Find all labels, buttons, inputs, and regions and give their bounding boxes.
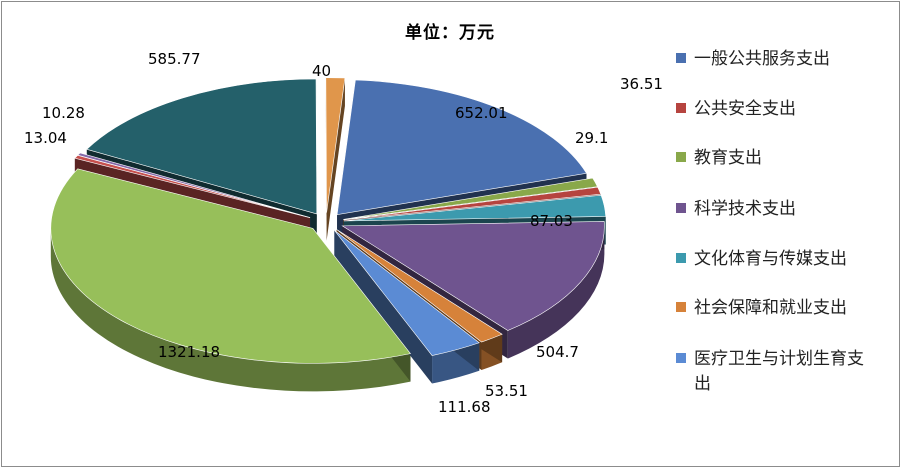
legend-label: 一般公共服务支出	[694, 49, 830, 69]
slice-5	[343, 194, 607, 222]
legend-label: 科学技术支出	[694, 199, 796, 219]
slice-12	[325, 77, 346, 213]
legend-swatch	[676, 152, 686, 162]
legend-label: 文化体育与传媒支出	[694, 249, 847, 269]
slice-2	[343, 186, 602, 221]
slice-6-value-label: 53.51	[485, 382, 528, 400]
slice-9-value-label: 13.04	[24, 129, 67, 147]
legend-swatch	[676, 203, 686, 213]
slice-8-value-label: 1321.18	[158, 343, 220, 361]
slice-7-wall-2	[334, 230, 433, 384]
slice-11-value-label: 585.77	[148, 50, 201, 68]
legend-label: 医疗卫生与计划生育支出	[694, 349, 864, 394]
slice-1-value-label: 652.01	[455, 104, 508, 122]
slice-4-side	[507, 225, 605, 359]
legend-swatch	[676, 302, 686, 312]
slice-12-wall-2	[326, 77, 345, 241]
slice-12-value-label: 40	[312, 62, 331, 80]
slice-7	[334, 230, 480, 356]
slice-4-value-label: 504.7	[536, 343, 579, 361]
slice-1	[336, 79, 587, 215]
pie-tops	[50, 77, 607, 364]
legend-swatch	[676, 53, 686, 63]
slice-10	[77, 152, 311, 218]
slice-7-value-label: 111.68	[438, 398, 491, 416]
legend-label: 公共安全支出	[694, 99, 796, 119]
slice-2-value-label: 29.1	[575, 129, 608, 147]
legend-label: 教育支出	[694, 148, 762, 168]
slice-3-value-label: 36.51	[620, 75, 663, 93]
legend-swatch	[676, 353, 686, 363]
chart-title: 单位：万元	[405, 23, 495, 43]
slice-3	[343, 177, 598, 220]
slice-8	[50, 168, 412, 364]
slice-6	[336, 229, 503, 343]
slice-4	[341, 221, 605, 331]
slice-10-value-label: 10.28	[42, 104, 85, 122]
slice-11	[86, 78, 318, 215]
slice-5-value-label: 87.03	[530, 212, 573, 230]
legend-label: 社会保障和就业支出	[694, 298, 847, 318]
slice-8-side	[50, 228, 411, 392]
legend-swatch	[676, 103, 686, 113]
legend-swatch	[676, 253, 686, 263]
